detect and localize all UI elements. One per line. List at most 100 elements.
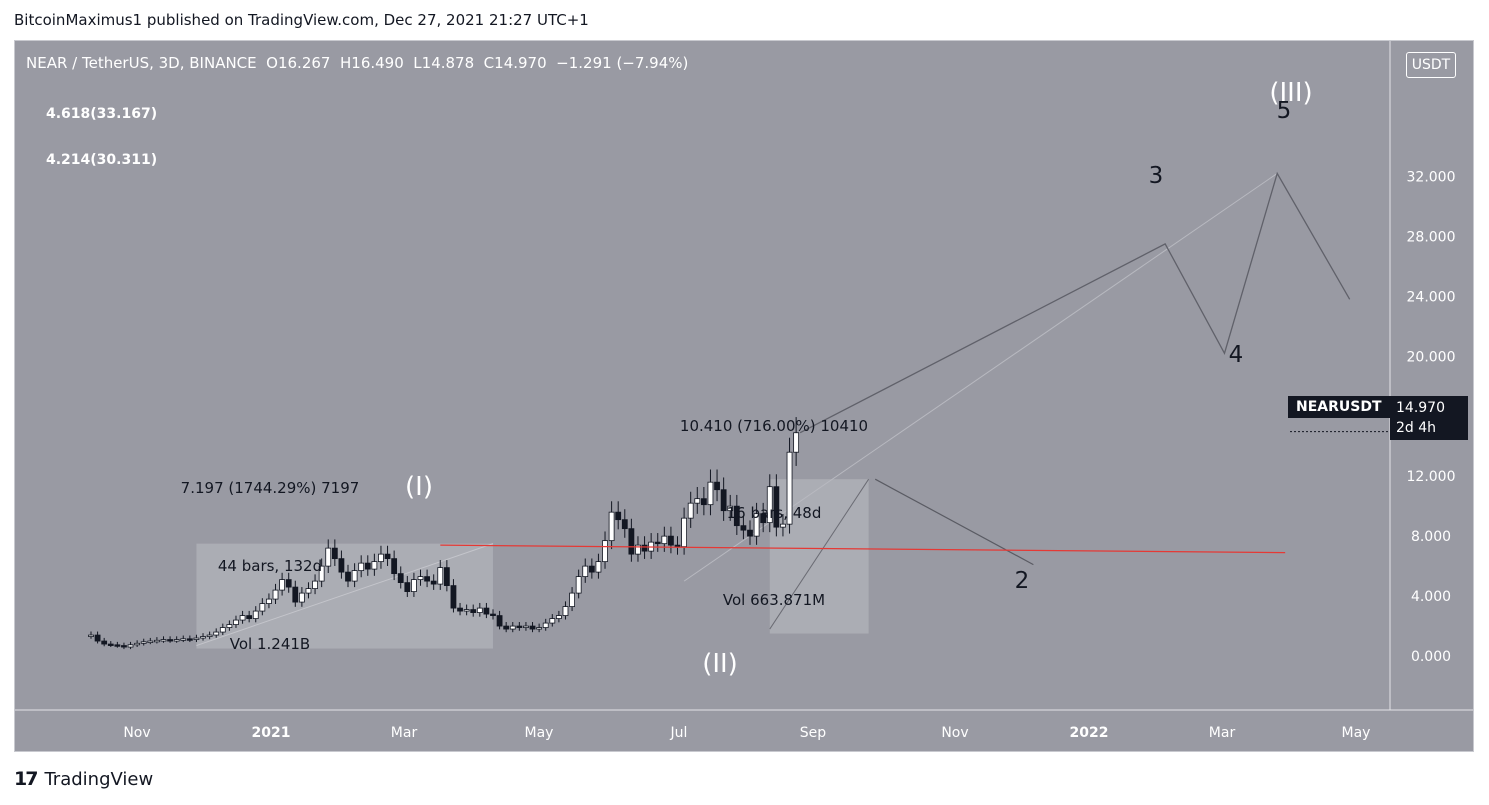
candle-body	[733, 505, 740, 527]
y-tick-label-8: 0.000	[1411, 649, 1451, 665]
x-tick-label-9: May	[1342, 725, 1371, 741]
candle-body	[351, 570, 358, 582]
candle-body	[536, 627, 543, 630]
candle-body	[430, 580, 437, 585]
candle-body	[569, 592, 575, 607]
candle-body	[641, 544, 648, 552]
y-tick-label-2: 24.000	[1407, 289, 1456, 305]
y-tick-label-0: 32.000	[1407, 169, 1456, 185]
y-tick-label-1: 28.000	[1407, 229, 1456, 245]
wave-label-2: 2	[1015, 568, 1030, 594]
candle-body	[121, 645, 127, 648]
y-tick-label-5: 12.000	[1407, 469, 1456, 485]
wave-label-II: (II)	[702, 649, 738, 679]
candle-body	[345, 571, 351, 582]
publisher-header: BitcoinMaximus1 published on TradingView…	[14, 11, 589, 29]
candle-body	[285, 579, 292, 588]
candle-body	[259, 603, 266, 612]
y-tick-label-7: 4.000	[1411, 589, 1451, 605]
candle-body	[753, 513, 760, 537]
candle-body	[167, 639, 173, 642]
candle-body	[364, 562, 371, 570]
x-tick-label-0: Nov	[123, 725, 150, 741]
candle-body	[213, 631, 220, 636]
candle-body	[516, 625, 523, 628]
candle-body	[707, 481, 714, 506]
candle-body	[747, 529, 753, 537]
candle-body	[483, 607, 490, 615]
candle-body	[793, 432, 800, 453]
measure-diagonal-1	[196, 543, 494, 647]
x-tick-label-2: Mar	[391, 725, 418, 741]
bar-countdown: 2d 4h	[1396, 420, 1437, 436]
measure-diagonal-2	[769, 478, 870, 630]
candle-body	[615, 511, 622, 521]
candle-body	[529, 625, 536, 630]
candle-body	[687, 502, 694, 519]
candle-body	[411, 579, 417, 592]
candle-body	[226, 624, 233, 628]
candle-body	[206, 634, 213, 637]
candle-body	[694, 498, 701, 504]
candle-body	[740, 525, 747, 531]
resistance-line	[440, 544, 1286, 554]
candle-body	[266, 598, 272, 604]
candle-body	[180, 638, 187, 641]
candle-body	[496, 615, 503, 627]
measure-2-bars: 16 bars, 48d	[726, 504, 822, 522]
candle-body	[94, 634, 101, 642]
x-tick-label-4: Jul	[670, 725, 688, 741]
candle-body	[555, 615, 562, 619]
candle-body	[219, 627, 226, 633]
fib-level-4214: 4.214(30.311)	[46, 152, 158, 168]
candle-body	[621, 519, 628, 530]
x-tick-label-1: 2021	[252, 725, 291, 741]
wave-projection-path	[799, 171, 1351, 434]
candle-body	[140, 641, 147, 644]
candle-body	[714, 481, 720, 491]
candle-body	[246, 615, 253, 619]
candle-body	[160, 639, 167, 642]
last-price: 14.970	[1396, 400, 1445, 416]
y-tick-label-3: 20.000	[1407, 349, 1456, 365]
candle-body	[450, 585, 457, 609]
measure-1-bars: 44 bars, 132d	[217, 557, 323, 575]
candle-body	[417, 576, 424, 581]
candle-body	[602, 540, 608, 563]
x-tick-label-6: Nov	[941, 725, 968, 741]
candle-body	[279, 579, 286, 591]
y-tick-label-6: 8.000	[1411, 529, 1451, 545]
candle-body	[470, 609, 477, 613]
candle-body	[312, 580, 318, 589]
measure-label-2: 10.410 (716.00%) 10410 16 bars, 48d Vol …	[664, 354, 884, 644]
candle-body	[490, 613, 496, 616]
candle-body	[668, 535, 674, 546]
price-tag: 14.970 2d 4h	[1390, 396, 1468, 440]
candle-body	[239, 615, 246, 621]
footer: 17 TradingView	[14, 768, 153, 790]
candle-body	[720, 489, 727, 512]
candle-body	[404, 582, 411, 592]
candle-body	[391, 558, 398, 575]
candle-body	[424, 576, 430, 582]
x-tick-label-8: Mar	[1209, 725, 1236, 741]
wave-label-III: (III)	[1269, 78, 1312, 108]
currency-button[interactable]: USDT	[1406, 52, 1456, 78]
candle-body	[173, 639, 180, 642]
candle-body	[397, 573, 404, 584]
candle-body	[700, 498, 707, 506]
ohlc-legend: NEAR / TetherUS, 3D, BINANCE O16.267 H16…	[26, 54, 689, 72]
candle-body	[542, 622, 549, 628]
candle-body	[509, 625, 516, 630]
candle-body	[88, 634, 94, 637]
x-tick-label-7: 2022	[1070, 725, 1109, 741]
candle-body	[114, 644, 121, 647]
wave-label-5: 5	[1277, 98, 1292, 124]
candle-body	[134, 642, 141, 646]
candle-body	[608, 511, 615, 542]
x-tick-label-3: May	[525, 725, 554, 741]
candle-body	[635, 544, 641, 555]
candle-body	[384, 553, 391, 560]
measure-2-vol: Vol 663.871M	[722, 591, 826, 609]
